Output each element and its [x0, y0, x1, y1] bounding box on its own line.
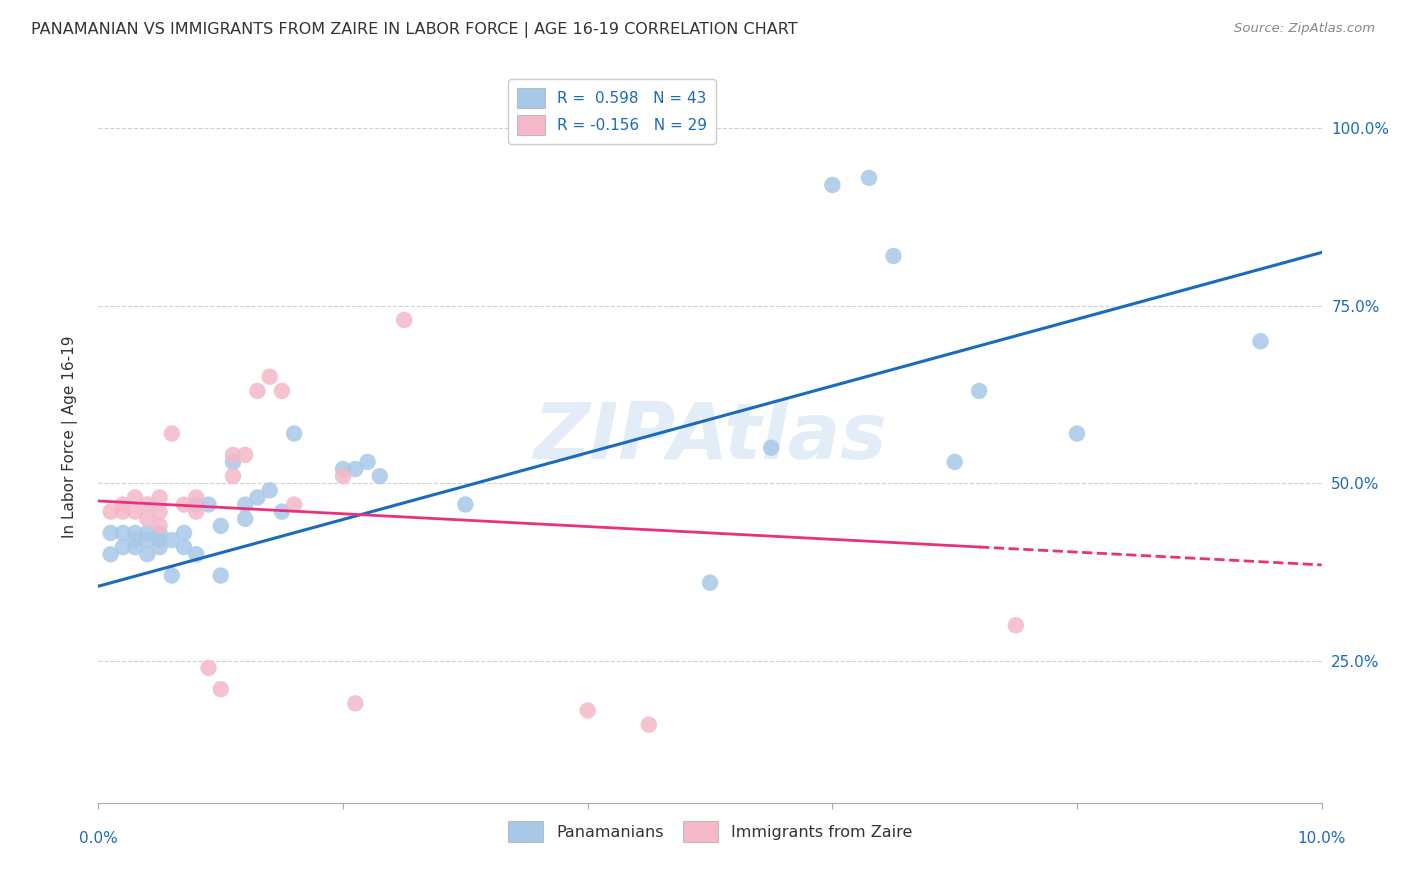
Point [246, 491, 269, 505]
Point [100, 525, 122, 540]
Point [149, 533, 172, 547]
Point [149, 525, 172, 540]
Point [259, 483, 281, 498]
Point [576, 704, 599, 718]
Point [111, 525, 134, 540]
Point [136, 533, 159, 547]
Point [124, 505, 146, 519]
Point [111, 540, 134, 554]
Y-axis label: In Labor Force | Age 16-19: In Labor Force | Age 16-19 [62, 335, 77, 539]
Point [173, 498, 195, 512]
Point [197, 498, 219, 512]
Point [392, 313, 416, 327]
Point [344, 462, 367, 476]
Point [233, 448, 256, 462]
Point [100, 547, 122, 561]
Point [149, 540, 172, 554]
Point [209, 568, 232, 582]
Point [209, 682, 232, 697]
Point [233, 498, 256, 512]
Point [943, 455, 966, 469]
Point [186, 547, 208, 561]
Text: ZIPAtlas: ZIPAtlas [533, 399, 887, 475]
Point [283, 426, 305, 441]
Point [883, 249, 905, 263]
Point [136, 498, 159, 512]
Point [111, 498, 134, 512]
Point [124, 491, 146, 505]
Point [111, 505, 134, 519]
Point [149, 519, 172, 533]
Point [332, 469, 354, 483]
Point [1249, 334, 1271, 349]
Point [344, 697, 367, 711]
Text: PANAMANIAN VS IMMIGRANTS FROM ZAIRE IN LABOR FORCE | AGE 16-19 CORRELATION CHART: PANAMANIAN VS IMMIGRANTS FROM ZAIRE IN L… [31, 22, 797, 38]
Point [246, 384, 269, 398]
Point [149, 505, 172, 519]
Point [1066, 426, 1088, 441]
Point [186, 505, 208, 519]
Text: 0.0%: 0.0% [79, 831, 118, 847]
Point [270, 505, 292, 519]
Point [136, 547, 159, 561]
Point [149, 491, 172, 505]
Point [759, 441, 782, 455]
Point [222, 448, 245, 462]
Point [821, 178, 844, 192]
Point [368, 469, 391, 483]
Point [233, 512, 256, 526]
Point [186, 498, 208, 512]
Point [259, 369, 281, 384]
Point [173, 540, 195, 554]
Point [637, 717, 661, 731]
Point [173, 525, 195, 540]
Point [209, 519, 232, 533]
Legend: Panamanians, Immigrants from Zaire: Panamanians, Immigrants from Zaire [501, 814, 920, 850]
Point [858, 170, 880, 185]
Point [356, 455, 378, 469]
Point [136, 512, 159, 526]
Point [454, 498, 477, 512]
Point [222, 455, 245, 469]
Point [100, 505, 122, 519]
Point [124, 540, 146, 554]
Point [197, 661, 219, 675]
Point [332, 462, 354, 476]
Point [270, 384, 292, 398]
Point [124, 525, 146, 540]
Text: Source: ZipAtlas.com: Source: ZipAtlas.com [1234, 22, 1375, 36]
Point [222, 469, 245, 483]
Text: 10.0%: 10.0% [1298, 831, 1346, 847]
Point [699, 575, 721, 590]
Point [186, 491, 208, 505]
Point [160, 568, 183, 582]
Point [136, 525, 159, 540]
Point [160, 533, 183, 547]
Point [283, 498, 305, 512]
Point [1004, 618, 1026, 632]
Point [967, 384, 990, 398]
Point [160, 426, 183, 441]
Point [124, 533, 146, 547]
